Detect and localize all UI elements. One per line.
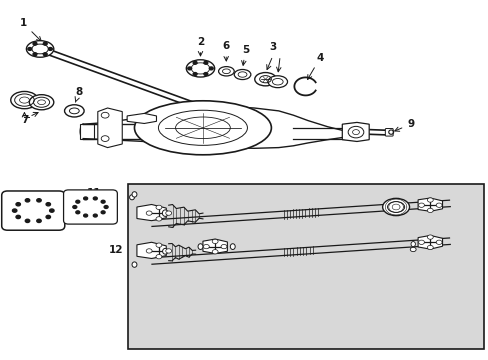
Circle shape [46,203,50,206]
Circle shape [427,235,432,239]
FancyBboxPatch shape [63,190,117,224]
Circle shape [187,67,191,70]
Ellipse shape [234,69,250,80]
Polygon shape [417,198,442,211]
Circle shape [418,240,424,244]
Circle shape [73,206,77,208]
Circle shape [104,206,108,208]
Circle shape [28,48,32,50]
Circle shape [101,200,105,203]
Ellipse shape [230,244,235,249]
Ellipse shape [132,262,137,267]
Circle shape [25,199,30,202]
Circle shape [50,209,54,212]
Ellipse shape [198,244,203,249]
Circle shape [25,219,30,222]
FancyBboxPatch shape [385,129,392,136]
Ellipse shape [162,210,168,216]
Circle shape [435,203,441,207]
FancyBboxPatch shape [128,184,483,349]
Polygon shape [203,239,227,253]
Circle shape [435,240,441,244]
Ellipse shape [26,41,54,57]
Circle shape [193,73,197,76]
Ellipse shape [132,192,137,197]
Circle shape [76,211,80,214]
Circle shape [83,214,87,217]
Circle shape [37,219,41,222]
Circle shape [93,214,97,217]
Ellipse shape [129,195,134,200]
Text: 7: 7 [21,114,29,125]
Polygon shape [127,113,156,123]
Circle shape [203,61,207,64]
Circle shape [165,211,171,215]
Circle shape [101,211,105,214]
Text: 2: 2 [197,37,203,56]
Circle shape [427,245,432,249]
Circle shape [156,255,162,259]
Text: 3: 3 [269,42,276,52]
Circle shape [221,244,226,249]
Polygon shape [137,204,166,221]
Circle shape [146,211,152,215]
Text: 12: 12 [108,245,123,255]
FancyBboxPatch shape [2,191,64,230]
Circle shape [33,42,37,45]
Text: 10: 10 [2,194,17,210]
Polygon shape [98,108,122,148]
Ellipse shape [186,60,214,77]
Text: 8: 8 [75,87,82,102]
Circle shape [16,203,20,206]
Circle shape [203,244,209,249]
Circle shape [76,200,80,203]
Circle shape [209,67,213,70]
Circle shape [427,198,432,202]
Circle shape [165,249,171,253]
Circle shape [156,217,162,221]
Ellipse shape [162,248,168,254]
Circle shape [33,53,37,56]
Circle shape [418,203,424,207]
Circle shape [43,42,47,45]
Ellipse shape [64,105,84,117]
Circle shape [83,197,87,200]
Polygon shape [417,235,442,249]
Text: 6: 6 [222,41,229,61]
Ellipse shape [254,72,276,86]
Circle shape [43,53,47,56]
Text: 5: 5 [241,45,248,65]
Ellipse shape [218,67,234,76]
Ellipse shape [29,95,54,110]
FancyBboxPatch shape [80,124,94,139]
Circle shape [203,73,207,76]
Circle shape [427,208,432,212]
Ellipse shape [267,76,287,87]
Polygon shape [137,242,166,258]
Circle shape [212,249,218,254]
Circle shape [48,48,52,50]
Ellipse shape [410,242,414,247]
Circle shape [146,249,152,253]
Circle shape [193,61,197,64]
Circle shape [156,205,162,210]
Ellipse shape [382,198,409,216]
Circle shape [93,197,97,200]
Ellipse shape [11,91,38,109]
Circle shape [13,209,17,212]
Polygon shape [342,122,368,141]
Circle shape [16,215,20,219]
Circle shape [409,247,415,252]
Ellipse shape [134,101,271,155]
Circle shape [46,215,50,219]
Text: 11: 11 [81,188,101,202]
Circle shape [212,239,218,244]
Text: 4: 4 [307,53,324,80]
Circle shape [37,199,41,202]
Text: 1: 1 [20,18,41,41]
Text: 9: 9 [394,119,413,131]
Circle shape [156,243,162,247]
